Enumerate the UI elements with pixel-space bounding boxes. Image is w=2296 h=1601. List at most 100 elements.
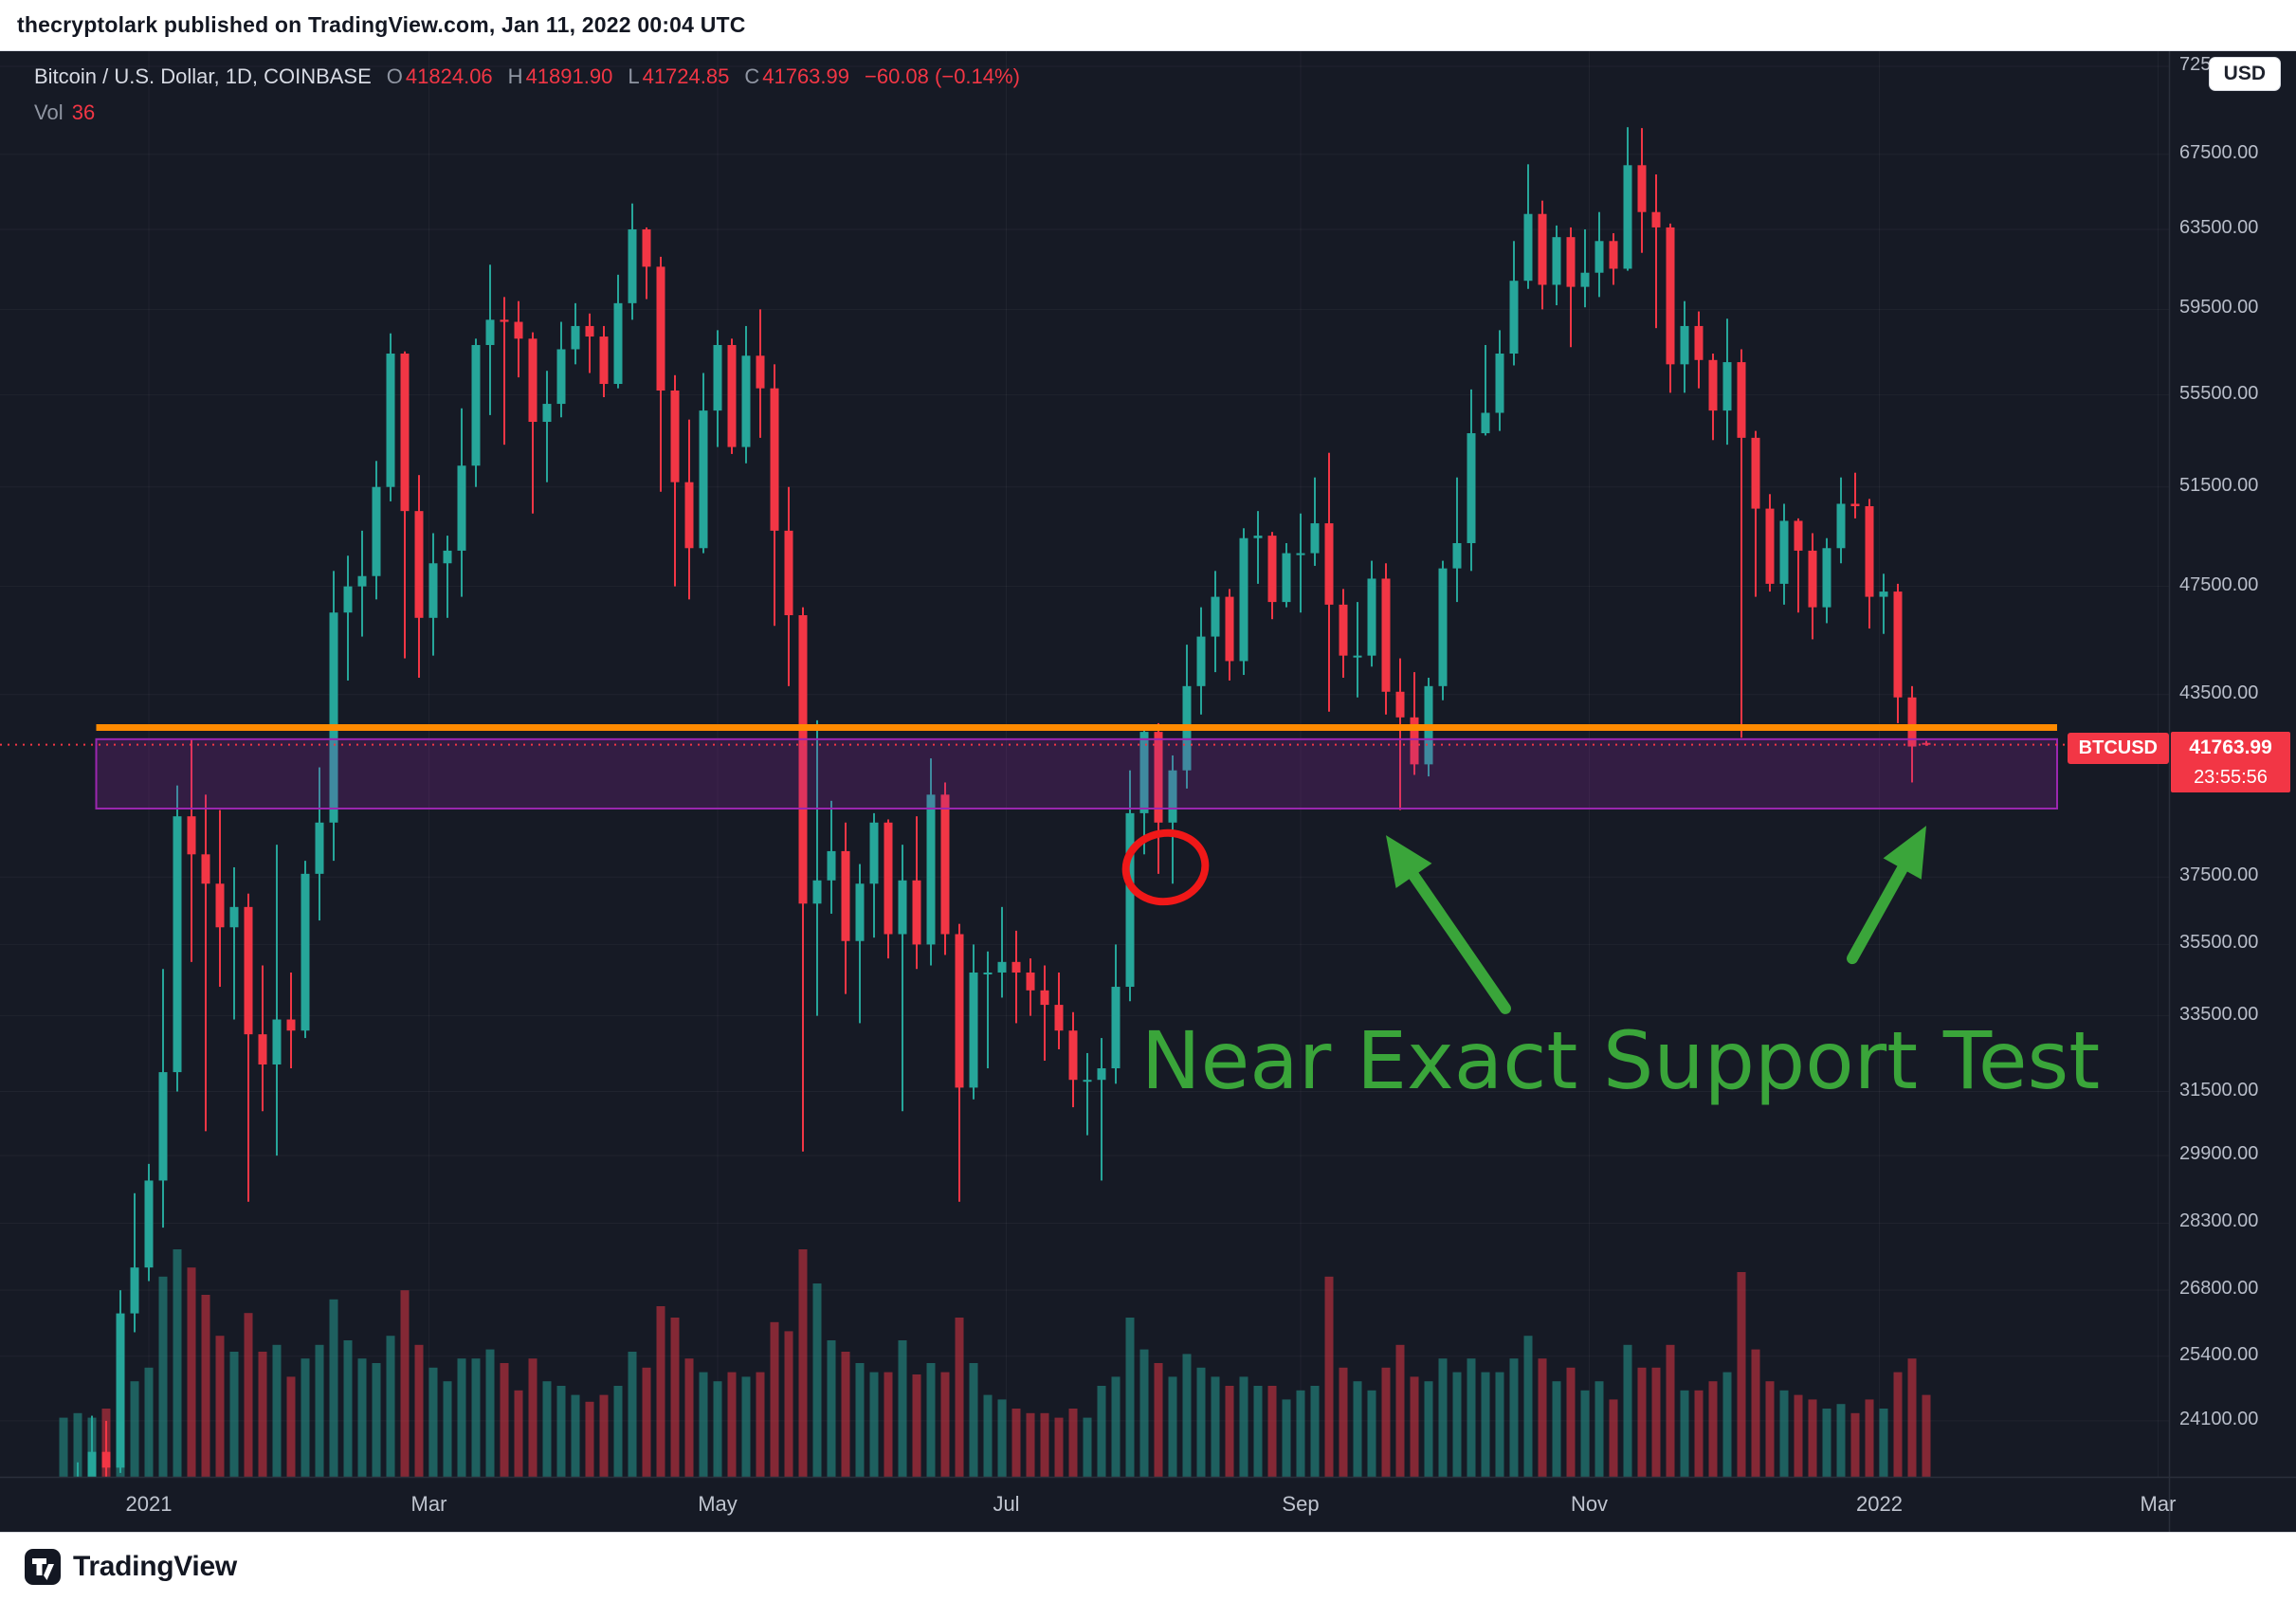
volume-bar xyxy=(1566,1367,1576,1477)
volume-bar xyxy=(1666,1344,1675,1477)
candle xyxy=(457,408,466,597)
time-axis[interactable]: 2021 Mar May Jul Sep Nov 2022 Mar xyxy=(0,1477,2177,1532)
volume-bar xyxy=(428,1367,438,1477)
change-value: −60.08 (−0.14%) xyxy=(865,64,1020,88)
volume-bar xyxy=(215,1336,225,1477)
volume-bar xyxy=(684,1358,694,1477)
candle xyxy=(101,1420,111,1477)
volume-bar xyxy=(571,1394,580,1477)
volume-bar xyxy=(1708,1381,1718,1477)
volume-bar xyxy=(1324,1276,1334,1477)
support-zone-rect[interactable] xyxy=(95,737,2058,810)
price-tick-label: 59500.00 xyxy=(2179,297,2259,318)
candle xyxy=(1310,477,1320,566)
candle xyxy=(130,1192,139,1333)
price-tick-label: 33500.00 xyxy=(2179,1003,2259,1025)
candle xyxy=(1395,658,1405,810)
candle xyxy=(372,461,381,600)
candle xyxy=(1111,944,1121,1084)
open-value: 41824.06 xyxy=(405,64,493,88)
candle xyxy=(1509,241,1519,366)
candle xyxy=(1083,1052,1092,1136)
volume-bar xyxy=(386,1336,395,1477)
volume-bar xyxy=(244,1313,253,1477)
candle xyxy=(272,845,282,1156)
volume-bar xyxy=(187,1267,196,1477)
green-arrow-annotation[interactable] xyxy=(1386,835,1511,1014)
volume-value: 36 xyxy=(71,100,96,124)
candle xyxy=(443,536,452,618)
candle xyxy=(1865,499,1874,629)
candle xyxy=(1353,602,1362,698)
support-test-annotation-text[interactable]: Near Exact Support Test xyxy=(1141,1014,2101,1107)
tradingview-logo-icon xyxy=(25,1549,61,1585)
candle xyxy=(1907,685,1917,783)
candle xyxy=(1481,344,1490,436)
candle xyxy=(827,800,836,914)
candle xyxy=(969,944,978,1100)
candle xyxy=(1594,211,1604,298)
candle xyxy=(770,364,779,627)
volume-bar xyxy=(1054,1417,1064,1477)
price-tick-label: 51500.00 xyxy=(2179,474,2259,496)
price-tick-label: 63500.00 xyxy=(2179,216,2259,238)
candle xyxy=(756,309,765,438)
time-tick-label: Mar xyxy=(2140,1492,2177,1516)
candle xyxy=(1367,560,1376,667)
volume-bar xyxy=(59,1417,68,1477)
candle xyxy=(1196,607,1206,715)
volume-bar xyxy=(1125,1318,1135,1477)
volume-bar xyxy=(713,1381,722,1477)
volume-bar xyxy=(457,1358,466,1477)
volume-bar xyxy=(144,1367,154,1477)
candle xyxy=(642,227,651,300)
candle xyxy=(173,785,182,1092)
volume-bar xyxy=(784,1331,793,1477)
candle xyxy=(386,333,395,501)
volume-bar xyxy=(1779,1390,1789,1477)
candle xyxy=(1708,353,1718,441)
candle xyxy=(158,969,168,1228)
candle xyxy=(571,302,580,365)
volume-bar xyxy=(556,1386,566,1477)
currency-toggle-usd[interactable]: USD xyxy=(2208,57,2281,91)
volume-bar xyxy=(329,1299,338,1477)
candle xyxy=(1552,225,1561,306)
volume-bar xyxy=(727,1372,737,1477)
candle xyxy=(1623,127,1632,271)
volume-bar xyxy=(940,1372,950,1477)
high-letter: H xyxy=(507,64,523,88)
volume-bar xyxy=(1495,1372,1504,1477)
price-tick-label: 31500.00 xyxy=(2179,1079,2259,1101)
volume-row: Vol 36 xyxy=(34,100,1020,125)
candle xyxy=(884,819,893,959)
volume-bar xyxy=(1907,1358,1917,1477)
time-tick-label: Jul xyxy=(993,1492,1020,1516)
close-group: C 41763.99 xyxy=(744,64,849,88)
candle xyxy=(1836,477,1846,564)
candlestick-chart[interactable]: Near Exact Support Test xyxy=(0,51,2296,1532)
candle xyxy=(1068,1011,1078,1108)
green-arrow-annotation[interactable] xyxy=(1847,826,1926,965)
high-group: H 41891.90 xyxy=(508,64,613,88)
tradingview-logo-link[interactable]: TradingView xyxy=(25,1549,237,1585)
volume-bar xyxy=(585,1401,594,1477)
volume-bar xyxy=(1040,1412,1049,1477)
volume-bar xyxy=(969,1363,978,1477)
candle xyxy=(1822,537,1831,624)
footer-bar: TradingView xyxy=(0,1532,2296,1601)
candle xyxy=(1879,573,1888,634)
candle xyxy=(542,371,552,482)
volume-bar xyxy=(130,1381,139,1477)
volume-bar xyxy=(357,1358,367,1477)
volume-bar xyxy=(1111,1376,1121,1477)
candle xyxy=(414,475,424,678)
candle xyxy=(1168,755,1177,884)
chart-canvas[interactable]: Near Exact Support Test Bitcoin / U.S. D… xyxy=(0,51,2296,1532)
volume-bar xyxy=(1523,1336,1533,1477)
candle xyxy=(585,313,594,373)
candle xyxy=(1737,349,1746,738)
red-circle-annotation[interactable] xyxy=(1121,827,1211,907)
volume-bar xyxy=(1481,1372,1490,1477)
time-tick-label: 2021 xyxy=(125,1492,173,1516)
